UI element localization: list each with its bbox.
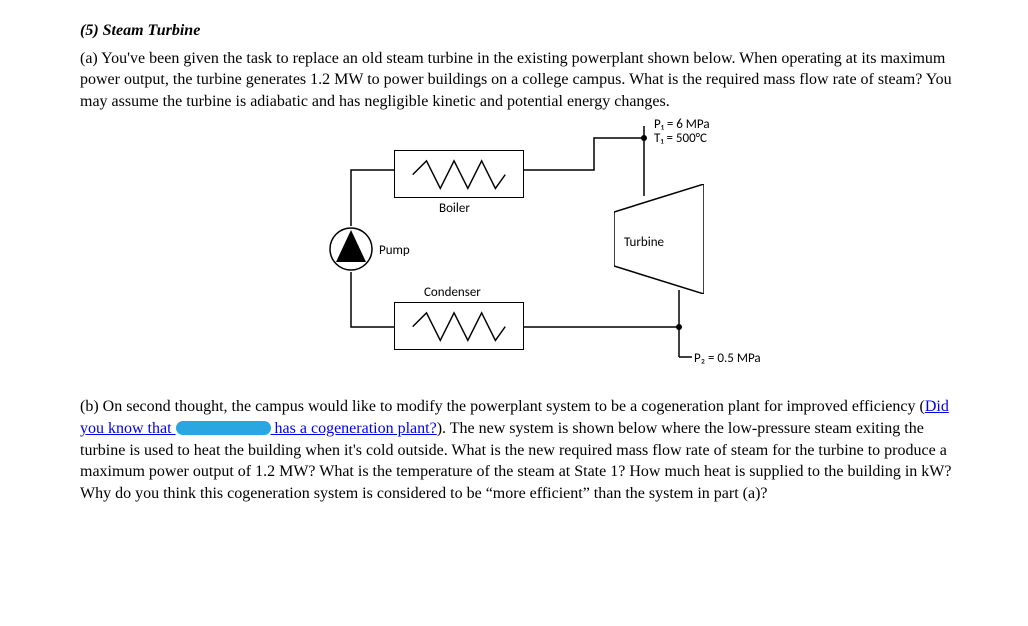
problem-heading: (5) Steam Turbine (80, 20, 958, 42)
part-a-label: (a) (80, 50, 98, 67)
state1-temperature-label: T₁ = 500°C (654, 130, 707, 148)
part-a-text: You've been given the task to replace an… (80, 50, 952, 110)
redacted-name (176, 421, 271, 435)
diagram-container: Boiler Condenser Pump Turbine (80, 122, 958, 382)
state2-pressure-label: P₂ = 0.5 MPa (694, 350, 761, 368)
cogen-link-text-b: has a cogeneration plant? (275, 420, 437, 437)
rankine-cycle-diagram: Boiler Condenser Pump Turbine (304, 122, 734, 382)
part-b-paragraph: (b) On second thought, the campus would … (80, 396, 958, 504)
problem-title: Steam Turbine (103, 22, 201, 39)
part-b-label: (b) (80, 398, 99, 415)
part-b-text-pre: On second thought, the campus would like… (103, 398, 925, 415)
part-a-paragraph: (a) You've been given the task to replac… (80, 48, 958, 113)
problem-number: (5) (80, 22, 99, 39)
cycle-pipes (304, 122, 734, 382)
